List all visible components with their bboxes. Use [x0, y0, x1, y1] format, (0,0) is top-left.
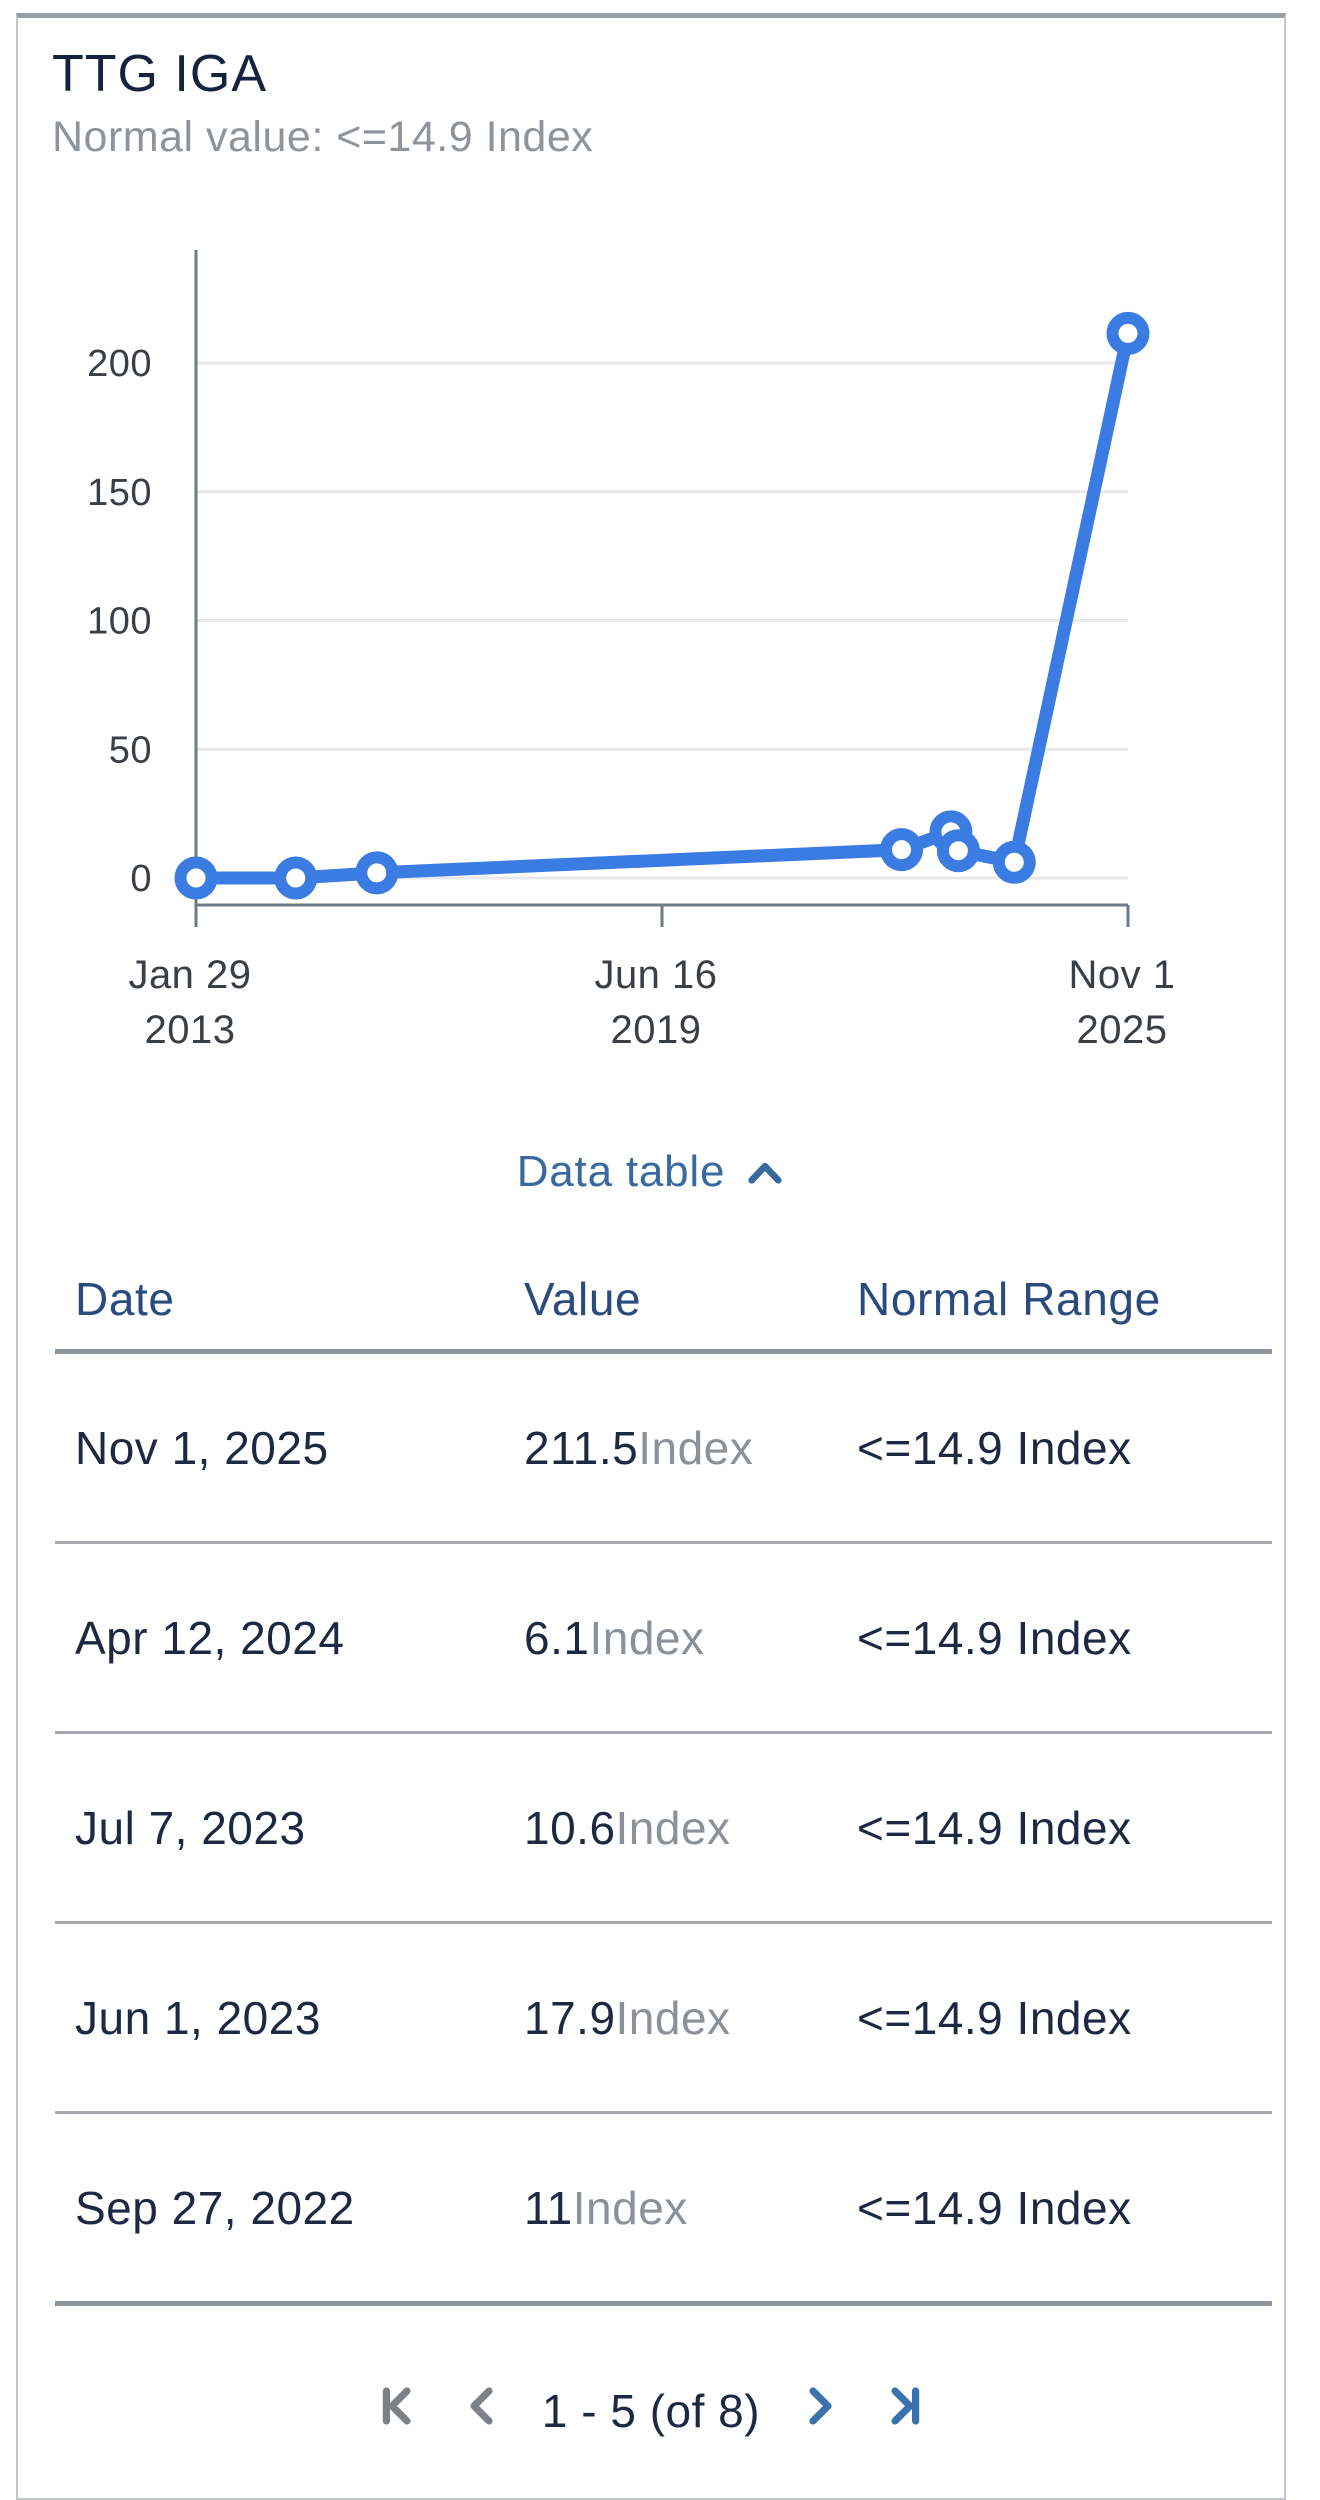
cell-date: Jun 1, 2023 — [75, 1991, 321, 2044]
svg-text:Jan 29: Jan 29 — [128, 953, 251, 997]
data-table-toggle[interactable]: Data table — [18, 1140, 1284, 1204]
page-title: TTG IGA — [52, 45, 267, 103]
cell-unit: Index — [572, 2181, 688, 2234]
svg-text:2025: 2025 — [1077, 1008, 1168, 1052]
svg-text:150: 150 — [87, 472, 152, 514]
svg-text:0: 0 — [130, 858, 152, 900]
table-row: Jul 7, 2023 10.6Index <=14.9 Index — [55, 1734, 1272, 1924]
cell-value: 211.5Index — [524, 1421, 754, 1474]
normal-value-subtitle: Normal value: <=14.9 Index — [52, 113, 594, 161]
cell-unit: Index — [615, 1801, 731, 1854]
pagination-label: 1 - 5 (of 8) — [541, 2385, 761, 2437]
previous-page-button[interactable] — [458, 2382, 506, 2430]
first-page-button[interactable] — [374, 2382, 422, 2430]
cell-date: Sep 27, 2022 — [75, 2181, 355, 2234]
last-page-button[interactable] — [880, 2382, 928, 2430]
last-page-icon — [891, 2387, 920, 2425]
table-row: Nov 1, 2025 211.5Index <=14.9 Index — [55, 1354, 1272, 1544]
data-table-toggle-label: Data table — [516, 1147, 726, 1196]
cell-normal-range: <=14.9 Index — [857, 1991, 1132, 2044]
pagination-bar: 1 - 5 (of 8) — [18, 2382, 1284, 2452]
svg-text:Nov 1: Nov 1 — [1069, 953, 1176, 997]
column-header-normal-range: Normal Range — [857, 1273, 1161, 1325]
cell-date: Nov 1, 2025 — [75, 1421, 329, 1474]
cell-date: Apr 12, 2024 — [75, 1611, 345, 1664]
table-row: Sep 27, 2022 11Index <=14.9 Index — [55, 2114, 1272, 2306]
cell-value: 10.6Index — [524, 1801, 731, 1854]
data-table: Nov 1, 2025 211.5Index <=14.9 Index Apr … — [55, 1349, 1272, 2306]
table-header-row: Date Value Normal Range — [55, 1272, 1272, 1332]
svg-text:100: 100 — [87, 601, 152, 643]
svg-text:2019: 2019 — [611, 1008, 702, 1052]
first-page-icon — [382, 2387, 411, 2425]
svg-text:200: 200 — [87, 343, 152, 385]
cell-date: Jul 7, 2023 — [75, 1801, 306, 1854]
next-page-button[interactable] — [796, 2382, 844, 2430]
cell-value: 17.9Index — [524, 1991, 731, 2044]
svg-text:Jun 16: Jun 16 — [594, 953, 717, 997]
column-header-value: Value — [524, 1273, 642, 1325]
table-row: Apr 12, 2024 6.1Index <=14.9 Index — [55, 1544, 1272, 1734]
svg-text:2013: 2013 — [145, 1008, 236, 1052]
chevron-left-icon — [470, 2387, 493, 2425]
cell-value: 6.1Index — [524, 1611, 705, 1664]
lab-result-card: TTG IGA Normal value: <=14.9 Index 0 50 10… — [16, 13, 1286, 2500]
cell-normal-range: <=14.9 Index — [857, 1801, 1132, 1854]
cell-unit: Index — [615, 1991, 731, 2044]
column-header-date: Date — [75, 1273, 175, 1325]
cell-unit: Index — [638, 1421, 754, 1474]
svg-text:50: 50 — [109, 729, 152, 771]
chevron-up-icon — [745, 1158, 785, 1186]
cell-normal-range: <=14.9 Index — [857, 2181, 1132, 2234]
cell-value: 11Index — [524, 2181, 688, 2234]
chevron-right-icon — [809, 2387, 832, 2425]
trend-line-chart: 0 50 100 150 200 Jan 29 2013 Jun 16 2019 Nov 1 202… — [87, 250, 1176, 1052]
cell-unit: Index — [589, 1611, 705, 1664]
cell-normal-range: <=14.9 Index — [857, 1421, 1132, 1474]
cell-normal-range: <=14.9 Index — [857, 1611, 1132, 1664]
table-row: Jun 1, 2023 17.9Index <=14.9 Index — [55, 1924, 1272, 2114]
